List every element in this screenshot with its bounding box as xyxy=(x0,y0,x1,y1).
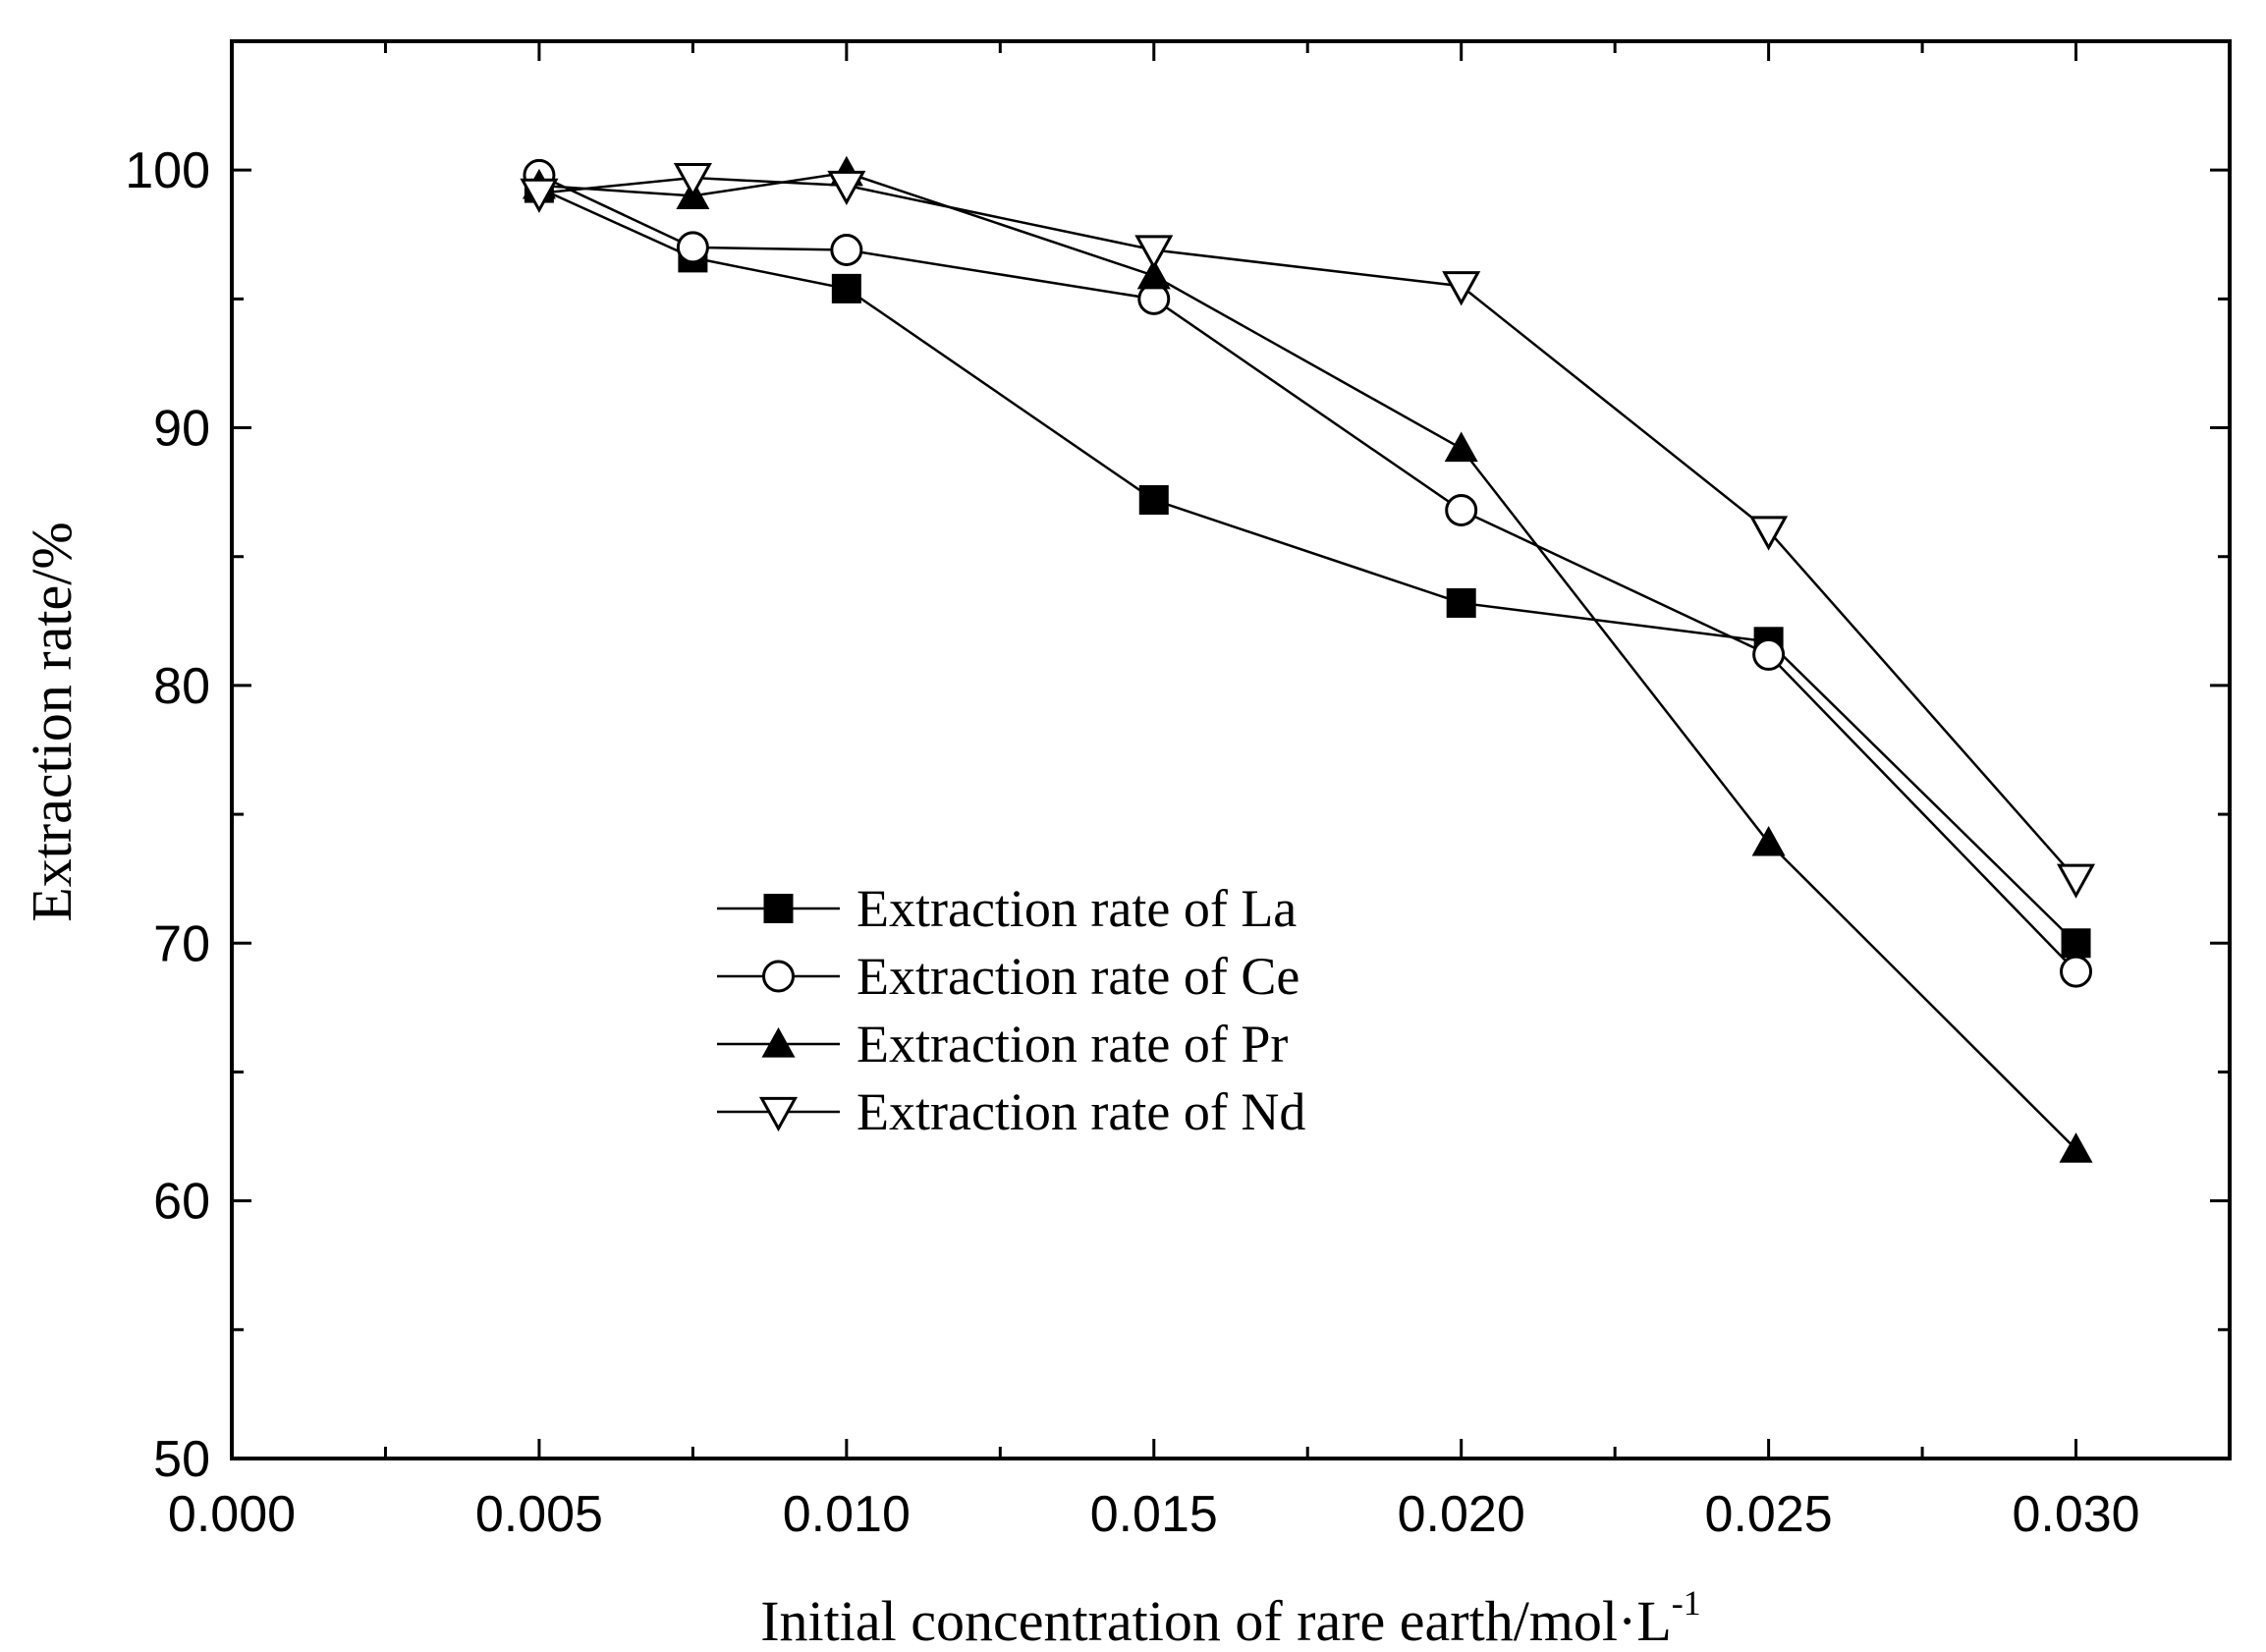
data-point-series-2 xyxy=(1445,494,1478,527)
data-point-series-4 xyxy=(1134,235,1174,270)
legend-marker xyxy=(763,894,794,923)
data-point-series-3 xyxy=(1444,431,1478,463)
legend: Extraction rate of La Extraction rate of … xyxy=(717,879,1305,1141)
y-tick-label: 60 xyxy=(153,1174,210,1231)
x-tick-label: 0.025 xyxy=(1705,1486,1833,1543)
x-tick-label: 0.010 xyxy=(783,1486,911,1543)
data-point-series-3 xyxy=(1136,258,1171,290)
x-tick-label: 0.030 xyxy=(2012,1486,2139,1543)
data-point-series-4 xyxy=(673,162,712,198)
data-point-series-4 xyxy=(1749,516,1789,551)
data-point-series-2 xyxy=(830,234,863,267)
data-point-series-1 xyxy=(831,273,861,303)
y-tick-label: 100 xyxy=(125,142,210,199)
data-point-series-2 xyxy=(2060,955,2093,988)
data-point-series-3 xyxy=(2059,1132,2093,1163)
legend-marker xyxy=(758,1096,799,1132)
legend-label: Extraction rate of Nd xyxy=(857,1082,1305,1141)
y-tick-label: 50 xyxy=(153,1431,210,1488)
legend-marker xyxy=(761,1027,796,1058)
x-tick-label: 0.015 xyxy=(1090,1486,1218,1543)
series-line-4 xyxy=(538,176,2077,880)
plot-frame xyxy=(230,39,2232,1460)
series-lines xyxy=(538,171,2077,1151)
legend-label: Extraction rate of Pr xyxy=(857,1015,1288,1074)
data-point-series-3 xyxy=(1751,825,1786,856)
x-tick-label: 0.020 xyxy=(1398,1486,1525,1543)
y-tick-label: 80 xyxy=(153,658,210,715)
data-point-series-4 xyxy=(1442,271,1481,306)
x-axis-title-superscript: -1 xyxy=(1672,1583,1701,1623)
data-point-series-2 xyxy=(1752,637,1786,671)
data-point-series-2 xyxy=(676,231,709,264)
legend-label: Extraction rate of La xyxy=(857,879,1297,938)
x-tick-label: 0.000 xyxy=(168,1486,296,1543)
y-axis-title: Extraction rate/% xyxy=(20,522,83,921)
x-axis-title: Initial concentration of rare earth/mol·… xyxy=(760,1583,1701,1652)
x-tick-label: 0.005 xyxy=(475,1486,603,1543)
legend-label: Extraction rate of Ce xyxy=(857,947,1299,1006)
data-point-series-1 xyxy=(2061,928,2091,959)
series-line-3 xyxy=(538,171,2077,1151)
data-point-series-4 xyxy=(2056,863,2096,899)
data-point-series-1 xyxy=(1138,485,1169,516)
data-point-series-4 xyxy=(520,178,559,213)
series-line-1 xyxy=(538,187,2077,945)
data-point-series-1 xyxy=(1446,587,1476,618)
series-markers xyxy=(520,155,2096,1163)
axis-ticks: 0.000 0.005 0.010 0.015 0.020 0.025 0.030 50 60 7… xyxy=(125,39,2232,1543)
data-point-series-4 xyxy=(827,170,866,206)
legend-marker xyxy=(762,960,795,993)
y-tick-label: 70 xyxy=(153,915,210,972)
series-line-2 xyxy=(538,174,2077,973)
x-axis-title-text: Initial concentration of rare earth/mol·… xyxy=(760,1589,1672,1652)
y-tick-label: 90 xyxy=(153,401,210,458)
